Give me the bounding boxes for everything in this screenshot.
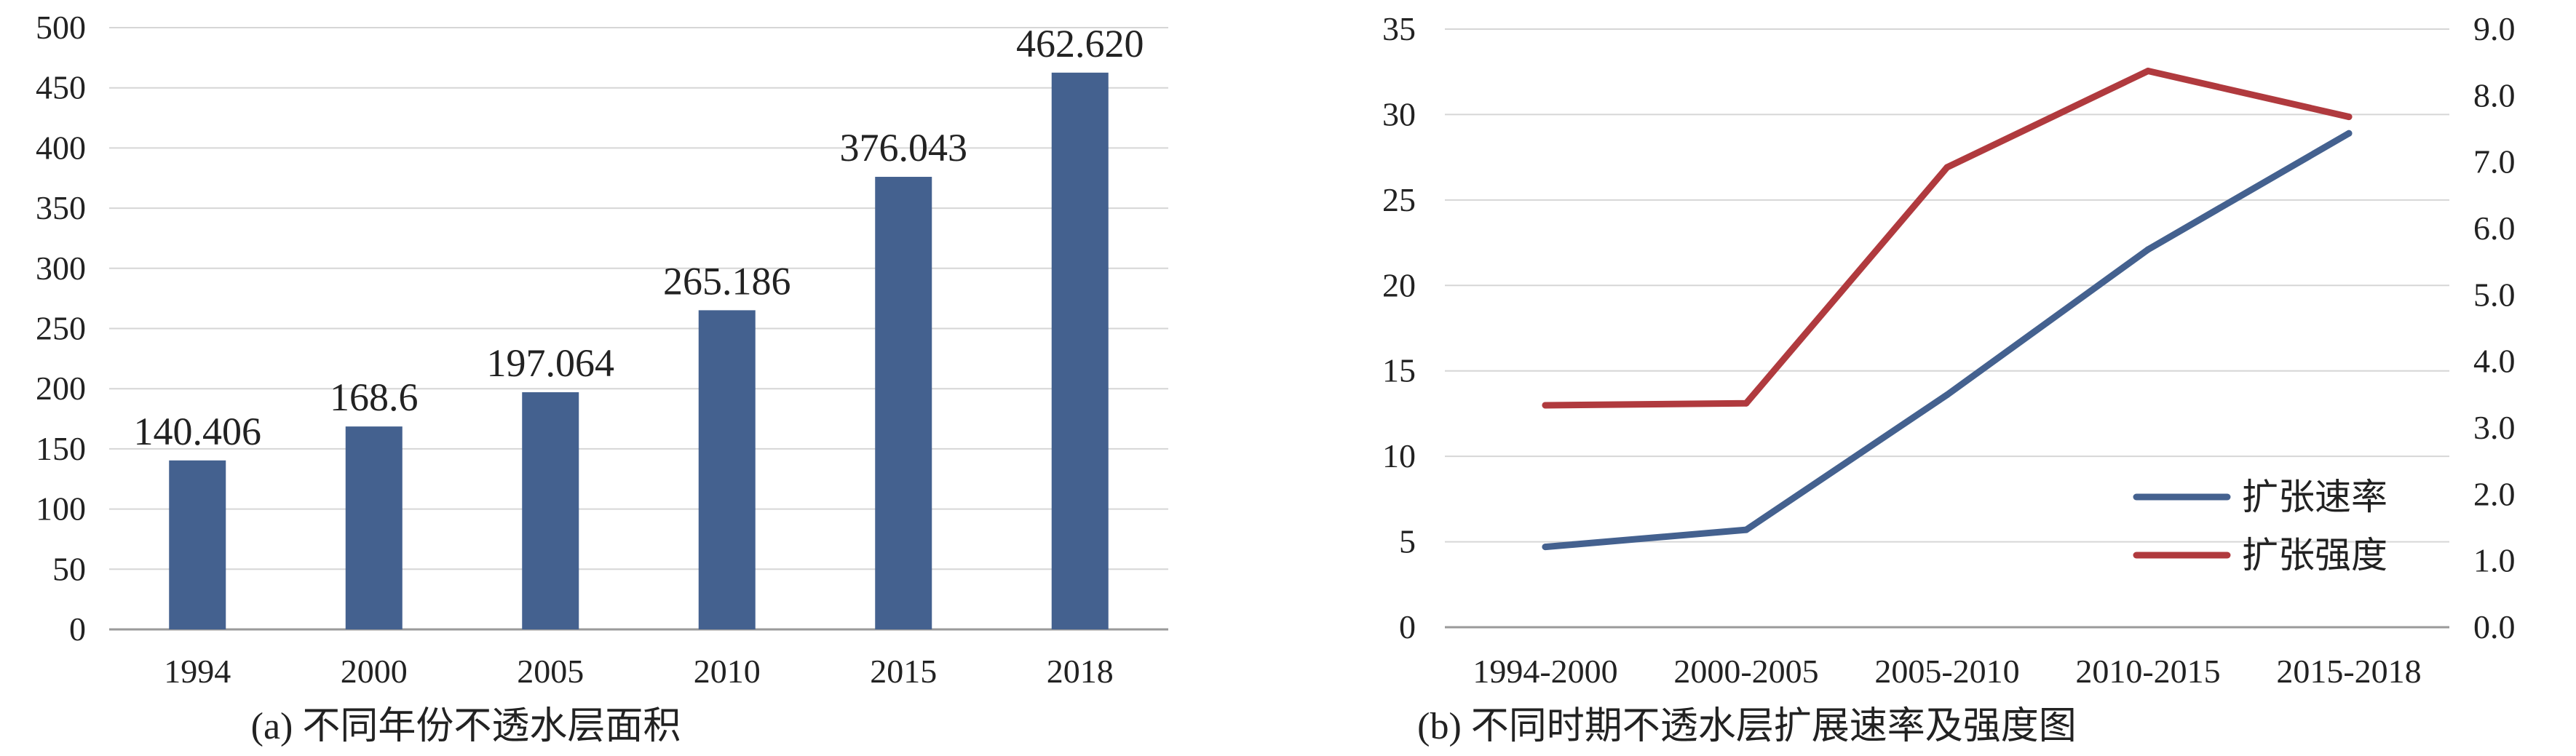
y-left-tick-label: 35 [1382, 10, 1416, 47]
x-tick-label: 2005-2010 [1874, 653, 2019, 690]
x-tick-label: 1994-2000 [1473, 653, 1617, 690]
x-tick-label: 2000-2005 [1673, 653, 1818, 690]
data-label: 140.406 [134, 410, 262, 453]
bar [169, 460, 226, 629]
y-right-tick-label: 7.0 [2473, 143, 2516, 180]
y-left-tick-label: 30 [1382, 95, 1416, 132]
y-tick-label: 50 [52, 550, 86, 587]
y-tick-label: 150 [36, 430, 86, 467]
data-point [2345, 130, 2353, 137]
y-tick-label: 300 [36, 250, 86, 287]
y-right-tick-label: 0.0 [2473, 608, 2516, 645]
y-tick-label: 200 [36, 370, 86, 407]
y-tick-label: 450 [36, 69, 86, 106]
y-tick-label: 100 [36, 490, 86, 528]
data-label: 376.043 [840, 126, 968, 170]
data-label: 168.6 [330, 375, 419, 419]
bar [1051, 72, 1109, 629]
line-chart-expansion-rate-intensity: 0 5 10 15 20 25 30 35 0.0 1.0 2.0 3.0 4.0 5.0 6.0 7.0 8.… [1382, 10, 2516, 690]
y-left-tick-label: 15 [1382, 352, 1416, 389]
data-point [1542, 544, 1549, 551]
x-tick-label: 1994 [164, 653, 231, 690]
x-tick-label: 2015-2018 [2276, 653, 2421, 690]
bar [875, 177, 932, 629]
y-right-tick-label: 4.0 [2473, 343, 2516, 380]
legend-label: 扩张强度 [2242, 535, 2387, 576]
y-tick-label: 0 [69, 610, 86, 648]
data-point [2144, 68, 2152, 75]
y-right-tick-label: 5.0 [2473, 276, 2516, 313]
bar [345, 426, 403, 629]
y-tick-label: 350 [36, 189, 86, 226]
data-point [2144, 246, 2152, 253]
data-label: 197.064 [487, 341, 615, 385]
y-tick-label: 400 [36, 129, 86, 166]
y-right-tick-label: 1.0 [2473, 542, 2516, 579]
data-point [1943, 391, 1951, 399]
y-right-tick-label: 3.0 [2473, 409, 2516, 446]
x-tick-label: 2015 [870, 653, 937, 690]
data-point [1743, 399, 1750, 407]
y-left-tick-label: 10 [1382, 437, 1416, 474]
bar [522, 392, 579, 629]
y-left-tick-label: 25 [1382, 181, 1416, 218]
x-tick-label: 2005 [517, 653, 584, 690]
data-point [1743, 526, 1750, 533]
data-label: 462.620 [1016, 22, 1144, 65]
series-line [1542, 68, 2353, 409]
data-point [2345, 114, 2353, 121]
x-tick-label: 2018 [1047, 653, 1114, 690]
series-line [1542, 130, 2353, 551]
data-point [1542, 402, 1549, 409]
y-right-tick-label: 2.0 [2473, 475, 2516, 512]
y-tick-label: 250 [36, 310, 86, 347]
bar-chart-area-by-year: 0 50 100 150 200 250 300 350 400 450 500 140.406 199… [36, 9, 1168, 690]
y-right-tick-label: 8.0 [2473, 76, 2516, 114]
bar [698, 310, 756, 629]
y-tick-label: 500 [36, 9, 86, 46]
y-right-tick-label: 6.0 [2473, 210, 2516, 247]
y-left-tick-label: 20 [1382, 266, 1416, 303]
caption-chart-a: (a) 不同年份不透水层面积 [251, 706, 681, 747]
data-label: 265.186 [663, 259, 791, 303]
x-tick-label: 2010 [694, 653, 761, 690]
y-left-tick-label: 0 [1399, 608, 1416, 645]
x-tick-label: 2010-2015 [2075, 653, 2220, 690]
data-point [1943, 164, 1951, 171]
y-right-tick-label: 9.0 [2473, 10, 2516, 47]
legend-label: 扩张速率 [2242, 477, 2387, 517]
x-tick-label: 2000 [341, 653, 408, 690]
caption-chart-b: (b) 不同时期不透水层扩展速率及强度图 [1417, 706, 2077, 747]
y-left-tick-label: 5 [1399, 523, 1416, 560]
